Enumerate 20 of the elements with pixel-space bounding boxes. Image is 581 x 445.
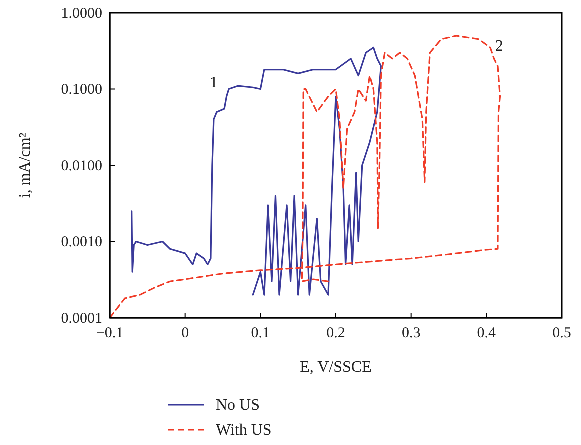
y-tick-label: 0.0010 (61, 234, 102, 251)
legend-label: No US (216, 397, 260, 414)
annotation: 1 (210, 74, 218, 92)
annotation: 2 (495, 38, 504, 55)
x-tick-label: 0.3 (402, 326, 421, 342)
legend-label: With US (216, 422, 272, 439)
x-tick-label: 0 (182, 326, 190, 342)
x-tick-label: 0.5 (552, 326, 572, 342)
y-tick-label: 0.0100 (61, 158, 102, 174)
y-tick-label: 0.0001 (61, 310, 102, 327)
y-tick-label: 0.1000 (61, 82, 102, 98)
x-tick-label: 0.1 (251, 326, 270, 342)
y-axis-title: i, mA/cm² (17, 132, 34, 198)
x-tick-label: 0.2 (326, 326, 346, 342)
x-axis-title: E, V/SSCE (300, 359, 372, 376)
x-tick-label: −0.1 (96, 326, 124, 342)
line-series (110, 35, 502, 318)
line-series (131, 46, 382, 296)
x-tick-label: 0.4 (477, 326, 497, 342)
y-tick-label: 1.0000 (61, 6, 102, 22)
